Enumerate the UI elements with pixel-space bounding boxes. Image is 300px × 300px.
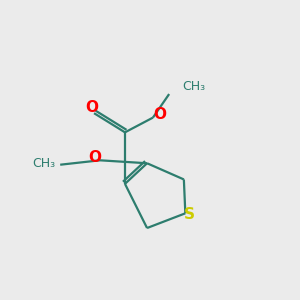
Text: S: S: [184, 207, 195, 222]
Text: O: O: [85, 100, 98, 116]
Text: CH₃: CH₃: [182, 80, 206, 93]
Text: O: O: [88, 150, 101, 165]
Text: O: O: [153, 106, 166, 122]
Text: CH₃: CH₃: [33, 157, 56, 170]
